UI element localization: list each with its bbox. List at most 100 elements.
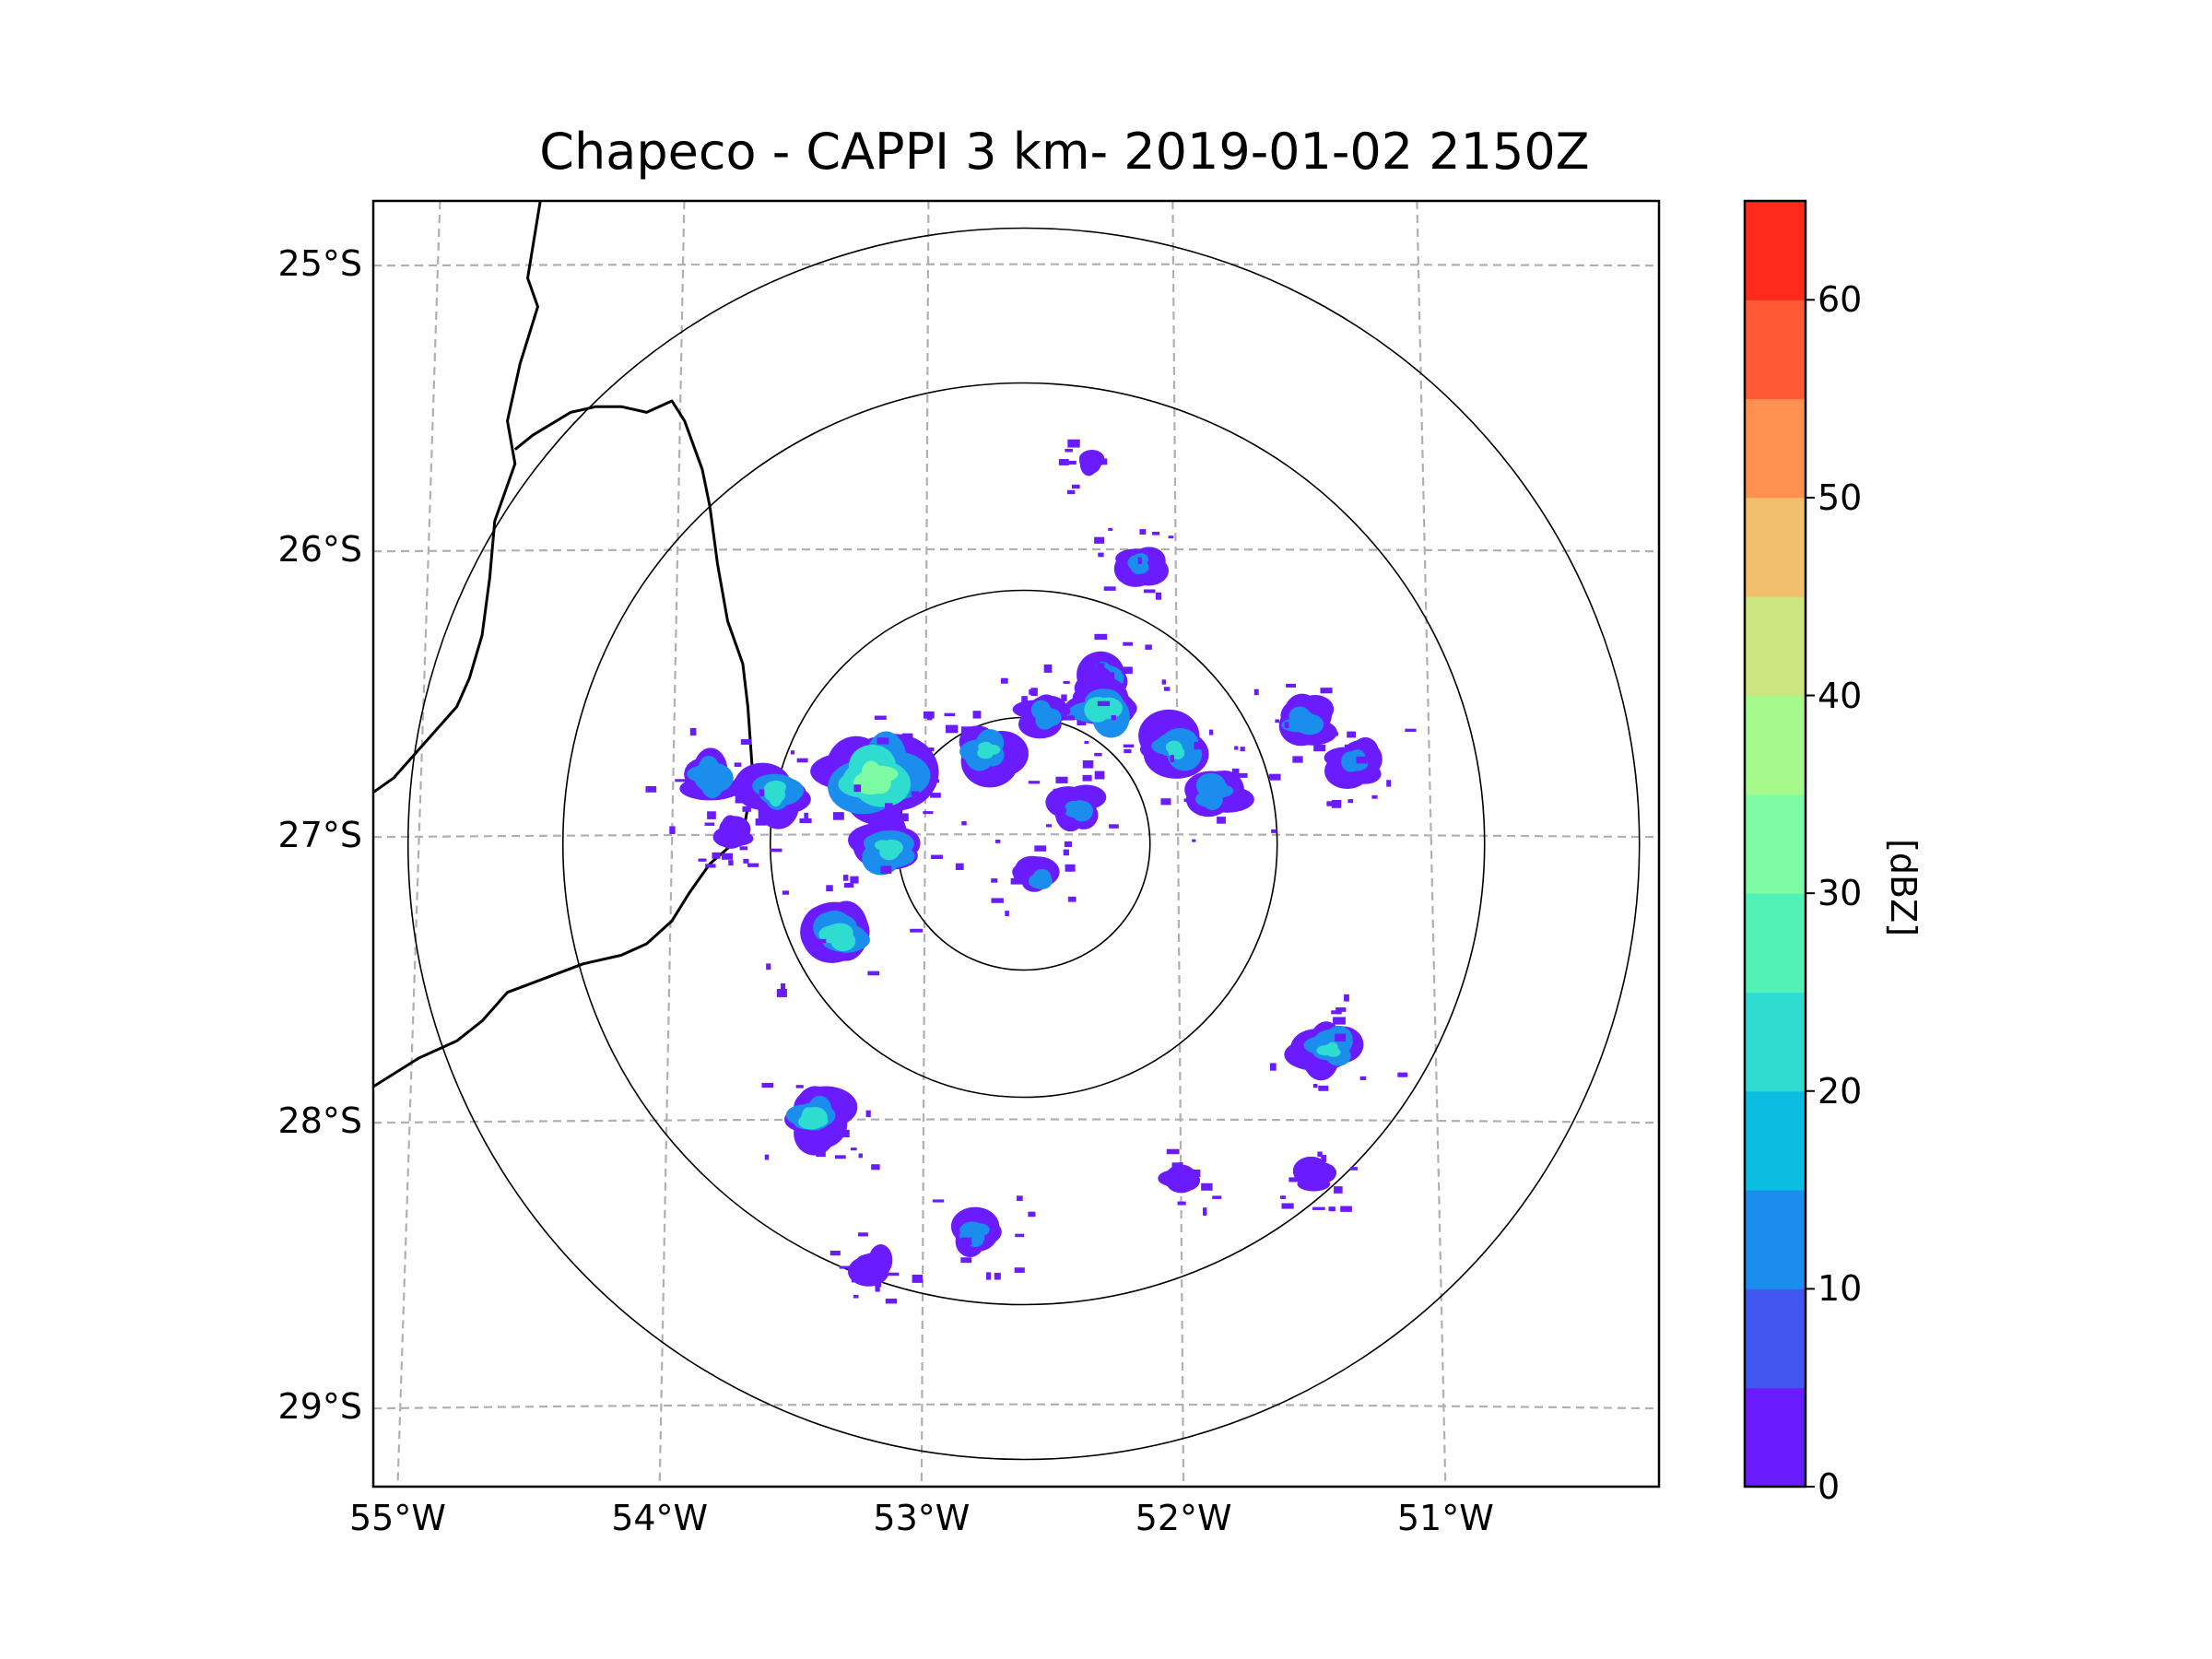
echo-speckle <box>816 1150 826 1158</box>
echo-speckle <box>722 824 735 830</box>
echo-speckle <box>985 1272 992 1280</box>
echo-speckle <box>1203 1207 1207 1216</box>
echo-speckle <box>790 750 795 755</box>
echo-speckle <box>1155 592 1162 600</box>
echo-speckle <box>926 716 933 721</box>
echo-speckle <box>832 812 844 820</box>
echo-speckle <box>1318 1085 1329 1091</box>
echo-blob <box>1326 1041 1338 1053</box>
echo-speckle <box>795 1085 804 1088</box>
echo-speckle <box>698 858 707 862</box>
echo-speckle <box>1288 1177 1299 1182</box>
echo-speckle <box>1326 801 1334 806</box>
lat-gridline <box>373 1118 1659 1124</box>
echo-speckle <box>982 1241 988 1246</box>
echo-speckle <box>850 876 859 884</box>
echo-cell <box>761 1082 880 1171</box>
echo-speckle <box>735 829 744 838</box>
echo-blob <box>1288 706 1311 726</box>
echo-speckle <box>830 1250 841 1256</box>
echo-speckle <box>1082 774 1092 782</box>
echo-speckle <box>1079 455 1085 464</box>
echo-speckle <box>1094 536 1105 544</box>
colorbar-segment <box>1745 497 1806 597</box>
echo-speckle <box>834 1155 846 1159</box>
echo-cell <box>1160 746 1281 842</box>
echo-speckle <box>875 1282 882 1288</box>
map-area <box>373 201 1659 1487</box>
echo-speckle <box>1231 768 1240 776</box>
echo-speckle <box>722 853 734 860</box>
echo-speckle <box>1344 744 1354 747</box>
echo-speckle <box>1010 877 1024 885</box>
echo-speckle <box>871 1164 880 1171</box>
echo-speckle <box>945 724 959 734</box>
echo-speckle <box>1340 1206 1352 1212</box>
echo-cell <box>1269 994 1408 1091</box>
echo-speckle <box>885 1298 898 1304</box>
colorbar-tick-label: 40 <box>1818 675 1863 716</box>
echo-blob <box>802 1107 828 1128</box>
echo-speckle <box>1000 677 1008 684</box>
echo-speckle <box>1003 767 1008 772</box>
echo-speckle <box>1094 752 1102 757</box>
echo-speckle <box>1065 788 1077 795</box>
colorbar-segment <box>1745 695 1806 795</box>
echo-speckle <box>1030 688 1038 697</box>
echo-blob <box>1195 772 1226 798</box>
echo-cell <box>932 1195 1036 1280</box>
echo-speckle <box>874 715 887 720</box>
echo-speckle <box>1344 994 1349 1002</box>
lon-tick-label: 53°W <box>873 1498 971 1538</box>
echo-speckle <box>1065 794 1073 800</box>
echo-speckle <box>910 928 924 933</box>
echo-speckle <box>1236 772 1248 778</box>
echo-speckle <box>1037 734 1045 739</box>
echo-speckle <box>1058 804 1064 807</box>
echo-speckle <box>843 882 854 888</box>
colorbar-segment <box>1745 1190 1806 1289</box>
echo-speckle <box>994 1272 1001 1280</box>
echo-speckle <box>1168 771 1180 775</box>
echo-speckle <box>1405 728 1417 733</box>
echo-speckle <box>759 789 765 796</box>
echo-blob <box>771 788 786 803</box>
echo-speckle <box>1109 824 1119 829</box>
lon-gridline <box>1416 201 1447 1487</box>
state-border <box>373 399 755 1088</box>
echo-speckle <box>923 811 934 815</box>
echo-speckle <box>782 890 790 895</box>
echo-speckle <box>1055 776 1068 783</box>
echo-speckle <box>1268 773 1281 781</box>
echo-speckle <box>1065 864 1076 872</box>
echo-speckle <box>758 811 766 819</box>
lat-gridline <box>373 263 1659 267</box>
echo-speckle <box>1061 694 1067 701</box>
echo-speckle <box>1021 696 1028 704</box>
echo-speckle <box>1166 1148 1180 1155</box>
echo-speckle <box>1386 780 1392 787</box>
lat-gridline <box>373 1403 1659 1410</box>
echo-speckle <box>1064 460 1077 465</box>
colorbar-segment <box>1745 1090 1806 1191</box>
echo-speckle <box>1016 1195 1023 1201</box>
echo-speckle <box>1359 1076 1367 1080</box>
colorbar-tick-label: 10 <box>1818 1268 1863 1310</box>
echo-cell <box>796 711 982 826</box>
echo-speckle <box>857 1232 868 1237</box>
echo-cell <box>1253 683 1352 770</box>
echo-speckle <box>1356 756 1368 764</box>
echo-cell <box>830 1232 924 1304</box>
echo-speckle <box>875 1284 880 1292</box>
echo-speckle <box>1177 1201 1186 1206</box>
echo-speckle <box>991 898 1004 903</box>
echo-speckle <box>1192 1171 1197 1176</box>
lat-tick-label: 26°S <box>277 529 362 571</box>
echo-speckle <box>1208 729 1214 735</box>
echo-speckle <box>1078 684 1086 690</box>
lon-tick-label: 55°W <box>348 1498 446 1538</box>
echo-speckle <box>719 831 729 840</box>
echo-speckle <box>1094 633 1108 641</box>
colorbar-tick-label: 20 <box>1818 1070 1863 1112</box>
echo-speckle <box>995 839 1001 843</box>
